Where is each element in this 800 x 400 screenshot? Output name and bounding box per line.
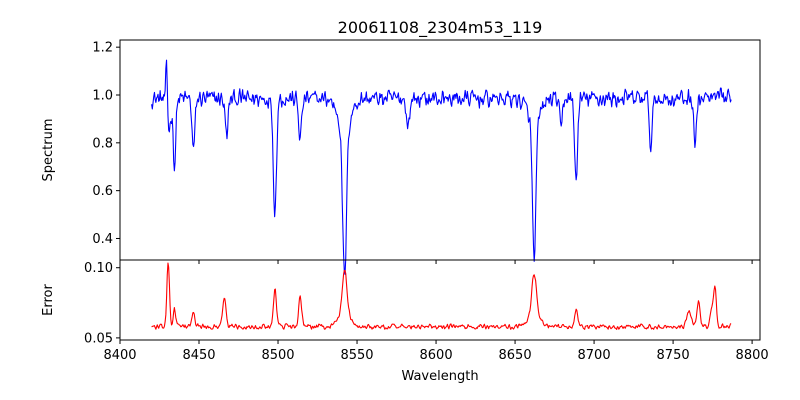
- spectrum-plot-frame: [119, 39, 761, 261]
- spectrum-y-tick-label: 0.4: [92, 232, 113, 247]
- spectrum-y-tick-label: 1.2: [92, 41, 113, 56]
- error-y-tick-label: 0.10: [84, 261, 113, 276]
- spectrum-series-line: [151, 59, 732, 275]
- x-tick-label: 8800: [736, 348, 769, 363]
- error-series-line: [151, 262, 732, 330]
- spectrum-y-tick-label: 0.6: [92, 184, 113, 199]
- x-axis-label: Wavelength: [401, 369, 478, 384]
- x-tick-label: 8500: [261, 348, 294, 363]
- spectrum-y-tick-label: 0.8: [92, 136, 113, 151]
- x-tick-label: 8450: [182, 348, 215, 363]
- x-tick-label: 8700: [578, 348, 611, 363]
- spectrum-y-tick-label: 1.0: [92, 89, 113, 104]
- error-plot-frame: [119, 259, 761, 341]
- error-y-tick-label: 0.05: [84, 331, 113, 346]
- error-y-axis-label: Error: [41, 284, 56, 316]
- x-tick-label: 8650: [499, 348, 532, 363]
- error-panel: 0.05 0.10 8400 8450 8500 8550 8600 8650 8700 8750…: [84, 259, 769, 363]
- x-tick-label: 8400: [103, 348, 136, 363]
- x-tick-label: 8550: [340, 348, 373, 363]
- x-tick-label: 8750: [657, 348, 690, 363]
- spectrum-y-axis-label: Spectrum: [41, 119, 56, 182]
- spectrum-panel: 0.4 0.6 0.8 1.0 1.2: [92, 39, 761, 275]
- x-tick-label: 8600: [420, 348, 453, 363]
- chart-title: 20061108_2304m53_119: [338, 18, 543, 38]
